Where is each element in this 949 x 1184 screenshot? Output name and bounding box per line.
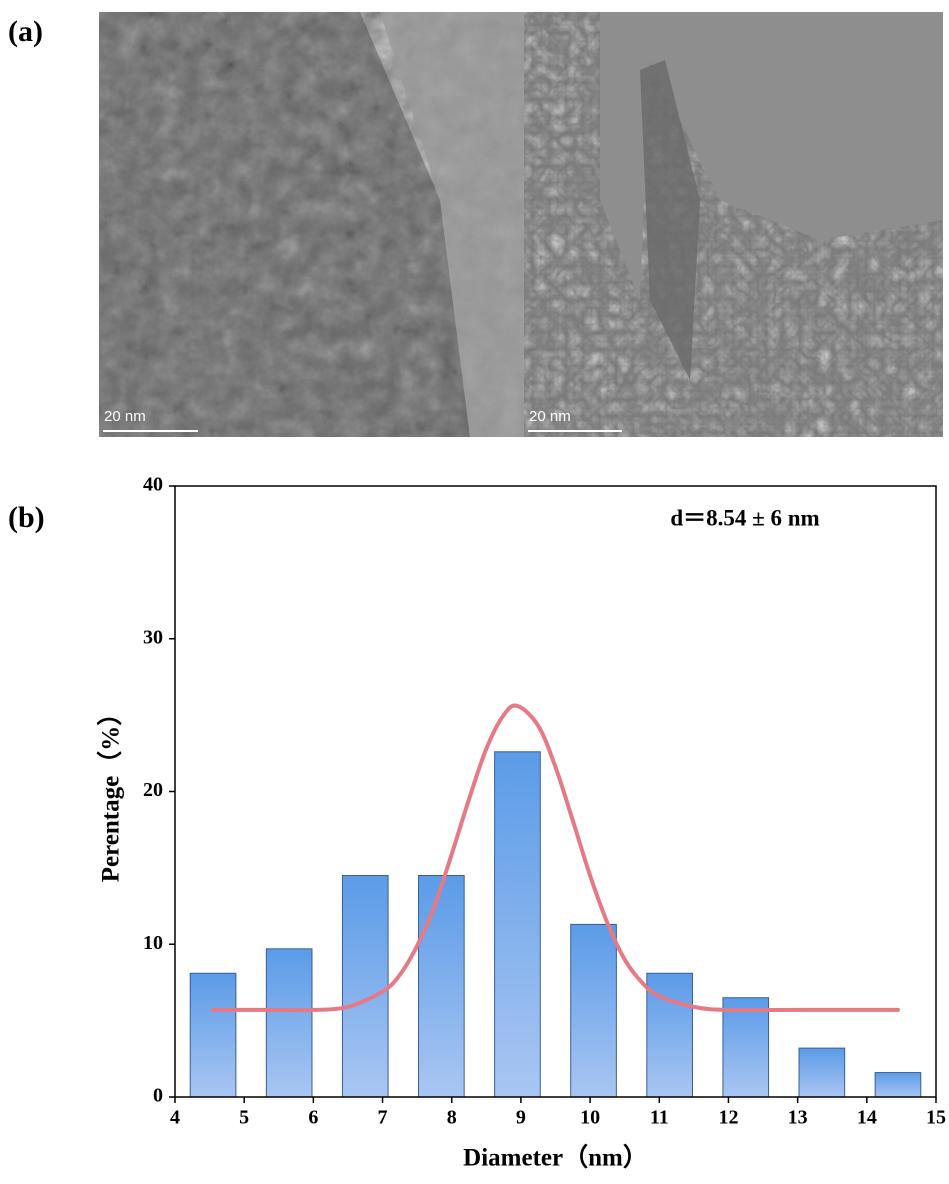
bar [723, 998, 769, 1097]
bar [266, 949, 312, 1097]
annotation: d＝8.54 ± 6 nm [670, 505, 819, 530]
scale-bar-label: 20 nm [529, 408, 571, 425]
x-tick-label: 15 [926, 1107, 946, 1129]
x-axis-title: Diameter（nm） [463, 1143, 648, 1172]
figure: (a) (b) 20 nm 20 nm 0 10 20 30 40 4 5 6 7 8 9 10 11 1… [0, 0, 949, 1184]
tem-image: 20 nm [524, 12, 943, 437]
y-axis-title: Perentage（%） [96, 701, 125, 882]
x-tick-label: 6 [308, 1107, 318, 1129]
y-tick-label: 20 [143, 779, 163, 801]
x-tick-label: 11 [650, 1107, 669, 1129]
y-tick-label: 0 [153, 1085, 163, 1107]
bar [495, 752, 541, 1097]
bar [571, 924, 617, 1097]
bar [799, 1048, 845, 1097]
chart: 0 10 20 30 40 4 5 6 7 8 9 10 11 12 13 14 15 Diameter（nm） P… [96, 474, 946, 1172]
y-tick-label: 30 [143, 626, 163, 648]
bar [875, 1073, 921, 1097]
fit-curve [213, 706, 898, 1011]
x-tick-label: 13 [788, 1107, 808, 1129]
x-tick-label: 4 [170, 1107, 180, 1129]
tem-image: 20 nm [99, 12, 524, 437]
x-tick-label: 5 [239, 1107, 249, 1129]
x-tick-label: 8 [447, 1107, 457, 1129]
y-tick-label: 40 [143, 474, 163, 496]
bar [419, 876, 465, 1097]
y-tick-label: 10 [143, 932, 163, 954]
scale-bar-label: 20 nm [104, 408, 146, 425]
x-tick-label: 9 [516, 1107, 526, 1129]
panel-label: (a) [8, 15, 43, 48]
x-tick-label: 7 [378, 1107, 388, 1129]
x-tick-label: 12 [718, 1107, 738, 1129]
x-tick-label: 14 [857, 1107, 877, 1129]
bar [190, 973, 236, 1097]
bar [342, 876, 388, 1097]
x-tick-label: 10 [580, 1107, 600, 1129]
panel-label: (b) [8, 501, 45, 534]
